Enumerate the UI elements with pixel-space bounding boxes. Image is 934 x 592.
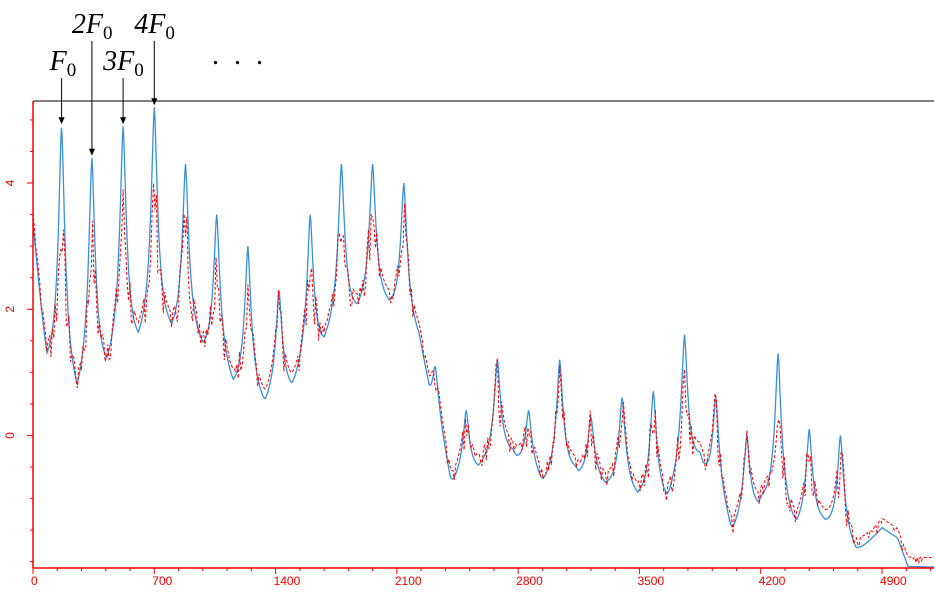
blue-series-line <box>32 107 934 568</box>
harmonic-label: 4F0 <box>134 9 175 44</box>
x-tick-label: 3500 <box>637 574 664 588</box>
harmonic-label: 3F0 <box>102 46 144 81</box>
x-tick-label: 2100 <box>395 574 422 588</box>
ellipsis-label: . . . <box>212 40 267 71</box>
harmonic-subscript: 0 <box>165 23 175 44</box>
x-tick-label: 2800 <box>516 574 543 588</box>
x-tick-label: 4900 <box>880 574 907 588</box>
harmonic-subscript: 0 <box>67 60 77 81</box>
annotation-arrowhead <box>151 98 158 106</box>
x-tick-label: 1400 <box>274 574 301 588</box>
y-tick-label: 2 <box>3 306 17 313</box>
annotation-arrowhead <box>88 148 95 156</box>
y-tick-label: 0 <box>3 432 17 439</box>
series-layer <box>32 107 934 568</box>
red-series-line <box>32 183 934 565</box>
x-tick-label: 700 <box>152 574 172 588</box>
x-tick-label: 0 <box>31 574 38 588</box>
y-tick-label: 4 <box>3 179 17 186</box>
annotation-arrowhead <box>58 117 65 125</box>
harmonic-subscript: 0 <box>134 60 144 81</box>
harmonic-subscript: 0 <box>103 23 113 44</box>
harmonic-label: F0 <box>49 46 77 81</box>
x-tick-label: 4200 <box>759 574 786 588</box>
annotation-arrowhead <box>120 117 127 125</box>
axis-layer: 0 700 1400 2100 2800 3500 4200 4900 0 2 4 <box>3 101 934 588</box>
harmonic-label: 2F0 <box>72 9 113 44</box>
